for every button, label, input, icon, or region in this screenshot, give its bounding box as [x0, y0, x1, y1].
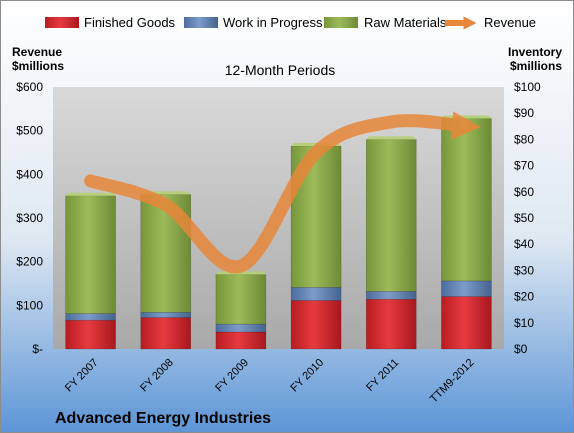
right-axis-title-line2: $millions — [510, 59, 562, 73]
legend-label-revenue: Revenue — [484, 15, 536, 30]
bar-work-in-progress-fy-2008 — [140, 312, 192, 318]
right-axis-title-line1: Inventory — [508, 45, 562, 59]
left-axis-ticks: $- $100 $200 $300 $400 $500 $600 — [16, 80, 43, 356]
revenue-line-layer — [84, 111, 481, 274]
legend-swatch-work-in-progress — [184, 17, 218, 28]
left-tick-label: $400 — [16, 167, 43, 181]
bar-work-in-progress-ttm9-2012 — [441, 280, 492, 297]
right-tick-label: $100 — [514, 80, 541, 94]
right-tick-label: $0 — [514, 342, 528, 356]
bar-raw-materials-fy-2011 — [365, 139, 417, 292]
bar-work-in-progress-fy-2007 — [65, 313, 116, 321]
bar-work-in-progress-fy-2009 — [215, 323, 267, 333]
revenue-line — [84, 111, 481, 274]
legend-swatch-finished-goods — [45, 17, 79, 28]
bar-finished-goods-fy-2007 — [65, 319, 116, 350]
right-axis-ticks: $0 $10 $20 $30 $40 $50 $60 $70 $80 $90 $100 — [514, 80, 541, 356]
bar-finished-goods-ttm9-2012 — [441, 296, 492, 350]
legend-swatch-raw-materials — [324, 17, 358, 28]
bar-work-in-progress-fy-2011 — [365, 291, 417, 300]
bar-work-in-progress-fy-2010 — [290, 287, 342, 301]
bar-raw-materials-fy-2009 — [215, 274, 267, 325]
bar-finished-goods-fy-2011 — [365, 298, 417, 350]
bar-raw-materials-fy-2007 — [65, 195, 116, 314]
legend-label-raw-materials: Raw Materials — [364, 15, 447, 30]
bars-layer — [65, 115, 492, 350]
left-axis-title-line1: Revenue — [12, 45, 62, 59]
left-tick-label: $300 — [16, 211, 43, 225]
right-tick-label: $40 — [514, 237, 534, 251]
bar-finished-goods-fy-2010 — [290, 300, 342, 350]
bar-top-fy-2007 — [65, 192, 116, 196]
right-tick-label: $90 — [514, 106, 534, 120]
right-tick-label: $80 — [514, 132, 534, 146]
legend: Finished Goods Work in Progress Raw Mate… — [45, 15, 536, 30]
chart-subtitle: 12-Month Periods — [225, 62, 336, 78]
company-name: Advanced Energy Industries — [55, 410, 271, 427]
left-tick-label: $100 — [16, 298, 43, 312]
left-axis-title-line2: $millions — [12, 59, 64, 73]
right-tick-label: $30 — [514, 263, 534, 277]
left-tick-label: $- — [32, 342, 43, 356]
legend-label-work-in-progress: Work in Progress — [223, 15, 323, 30]
right-tick-label: $70 — [514, 159, 534, 173]
bar-finished-goods-fy-2008 — [140, 317, 192, 350]
left-tick-label: $200 — [16, 255, 43, 269]
right-tick-label: $50 — [514, 211, 534, 225]
right-tick-label: $60 — [514, 185, 534, 199]
bar-top-fy-2011 — [366, 136, 417, 140]
legend-label-finished-goods: Finished Goods — [84, 15, 176, 30]
left-tick-label: $500 — [16, 124, 43, 138]
bar-finished-goods-fy-2009 — [215, 331, 267, 350]
left-tick-label: $600 — [16, 80, 43, 94]
right-tick-label: $20 — [514, 290, 534, 304]
bar-raw-materials-ttm9-2012 — [441, 118, 492, 282]
right-tick-label: $10 — [514, 316, 534, 330]
